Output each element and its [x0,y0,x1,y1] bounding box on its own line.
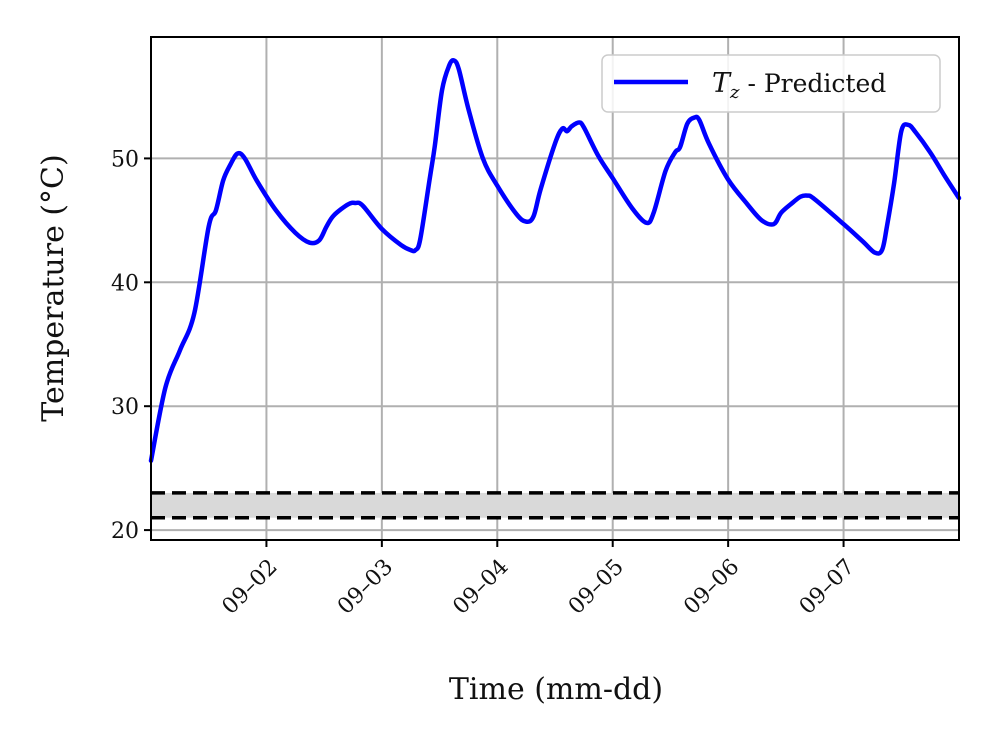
series-line-tz-predicted [148,58,962,463]
plot-frame [150,36,960,541]
y-tick-label: 50 [111,147,139,172]
y-axis-ticks: 20 30 40 50 [111,147,151,544]
legend-label-tz-predicted: Tz - Predicted [712,68,886,103]
legend-text-predicted: - Predicted [740,69,887,98]
y-axis-label: Temperature (°C) [36,154,71,421]
grid-lines [151,37,959,540]
legend: Tz - Predicted [601,54,941,113]
y-tick-label: 40 [111,271,139,296]
legend-subscript-z: z [729,82,740,103]
comfort-band-fill [151,492,959,518]
y-tick-label: 30 [111,395,139,420]
comfort-band [151,491,959,520]
x-axis-label: Time (mm-dd) [449,672,663,707]
legend-symbol-t: T [712,68,732,99]
legend-box [601,54,941,113]
series-layer [148,58,962,463]
y-tick-label: 20 [111,519,139,544]
